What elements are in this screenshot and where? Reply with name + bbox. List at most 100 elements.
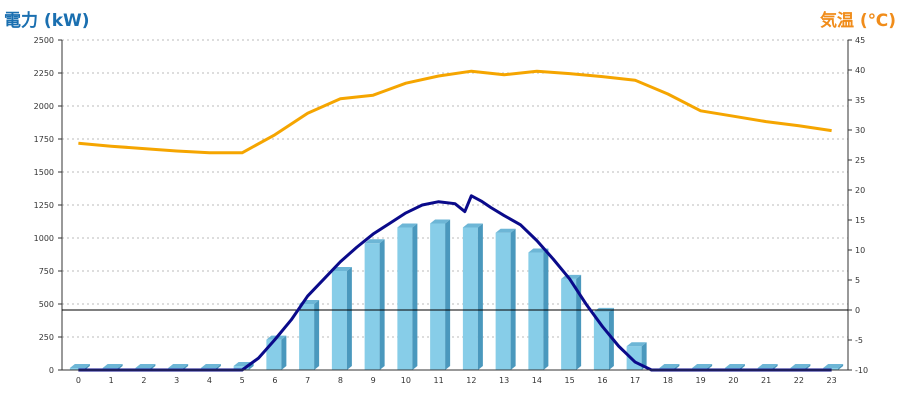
left-tick-label: 0	[49, 366, 54, 375]
left-tick-label: 1250	[34, 201, 54, 210]
bar-side	[477, 223, 483, 370]
bar-front	[528, 252, 544, 370]
bar-front	[495, 232, 511, 370]
bar-top	[790, 364, 811, 368]
bar-top	[626, 342, 647, 347]
bar-top	[823, 364, 844, 368]
left-tick-label: 1500	[34, 168, 54, 177]
x-tick-label: 12	[466, 376, 476, 385]
bar-top	[430, 219, 451, 224]
right-tick-label: -10	[855, 366, 868, 375]
x-tick-label: 11	[434, 376, 444, 385]
bar-side	[510, 228, 516, 370]
x-tick-label: 21	[761, 376, 771, 385]
bar-top	[397, 223, 418, 228]
bar-side	[281, 335, 287, 370]
x-tick-label: 14	[532, 376, 542, 385]
x-tick-label: 22	[794, 376, 804, 385]
bar-front	[430, 223, 446, 370]
bar-side	[379, 239, 385, 370]
x-tick-label: 15	[565, 376, 575, 385]
temperature-line	[78, 69, 832, 155]
x-tick-label: 0	[76, 376, 81, 385]
right-tick-label: 10	[855, 246, 865, 255]
left-axis-title: 電力 (kW)	[4, 11, 90, 31]
bar	[331, 267, 352, 370]
bar-front	[593, 311, 609, 370]
bar	[266, 335, 287, 370]
bar-top	[102, 364, 123, 368]
bar	[528, 248, 549, 370]
bar-top	[69, 364, 90, 368]
power-line	[78, 194, 832, 372]
bar-front	[561, 278, 577, 370]
bar-top	[495, 228, 516, 233]
x-tick-label: 5	[240, 376, 245, 385]
x-tick-label: 10	[401, 376, 411, 385]
bar	[364, 239, 385, 370]
right-tick-label: 35	[855, 96, 865, 105]
x-tick-label: 13	[499, 376, 509, 385]
x-tick-label: 20	[728, 376, 738, 385]
right-tick-label: -5	[855, 336, 863, 345]
left-tick-label: 2250	[34, 69, 54, 78]
x-tick-label: 17	[630, 376, 640, 385]
right-tick-label: 20	[855, 186, 865, 195]
bar-front	[397, 227, 413, 370]
bar-front	[364, 243, 380, 370]
bar-side	[543, 248, 549, 370]
bar-front	[462, 227, 478, 370]
x-tick-label: 3	[174, 376, 179, 385]
bar-front	[331, 271, 347, 370]
bar	[495, 228, 516, 370]
bar-front	[299, 304, 315, 370]
left-tick-label: 500	[39, 300, 54, 309]
bar-top	[462, 223, 483, 228]
right-tick-label: 5	[855, 276, 860, 285]
bar-top	[331, 267, 352, 271]
left-tick-label: 2000	[34, 102, 54, 111]
bar-side	[346, 267, 352, 370]
bar-side	[412, 223, 418, 370]
bar	[397, 223, 418, 370]
x-tick-label: 16	[597, 376, 607, 385]
bar	[462, 223, 483, 370]
bar-front	[69, 368, 85, 370]
bar-top	[364, 239, 385, 244]
bar	[430, 219, 451, 370]
x-tick-label: 19	[696, 376, 706, 385]
x-tick-label: 8	[338, 376, 343, 385]
bar-top	[724, 364, 745, 368]
right-tick-label: 45	[855, 36, 865, 45]
right-tick-label: 25	[855, 156, 865, 165]
bar	[299, 300, 320, 370]
right-tick-label: 0	[855, 306, 860, 315]
bar-top	[200, 364, 221, 368]
x-tick-label: 7	[305, 376, 310, 385]
bar-side	[576, 274, 582, 370]
left-tick-label: 750	[39, 267, 54, 276]
left-tick-label: 2500	[34, 36, 54, 45]
right-axis-title: 気温 (℃)	[819, 11, 896, 31]
x-tick-label: 1	[109, 376, 114, 385]
bar-side	[445, 219, 451, 370]
left-tick-label: 250	[39, 333, 54, 342]
right-tick-label: 40	[855, 66, 865, 75]
right-tick-label: 15	[855, 216, 865, 225]
left-tick-label: 1000	[34, 234, 54, 243]
x-tick-label: 6	[272, 376, 277, 385]
right-tick-label: 30	[855, 126, 865, 135]
bar-side	[838, 364, 844, 370]
bar-front	[266, 339, 282, 370]
x-tick-label: 4	[207, 376, 212, 385]
x-tick-label: 2	[141, 376, 146, 385]
bar	[561, 274, 582, 370]
bar-top	[692, 364, 713, 368]
bar-top	[659, 364, 680, 368]
x-tick-label: 18	[663, 376, 673, 385]
bar	[593, 307, 614, 370]
x-tick-label: 9	[371, 376, 376, 385]
x-tick-label: 23	[827, 376, 837, 385]
bar-side	[641, 342, 647, 370]
